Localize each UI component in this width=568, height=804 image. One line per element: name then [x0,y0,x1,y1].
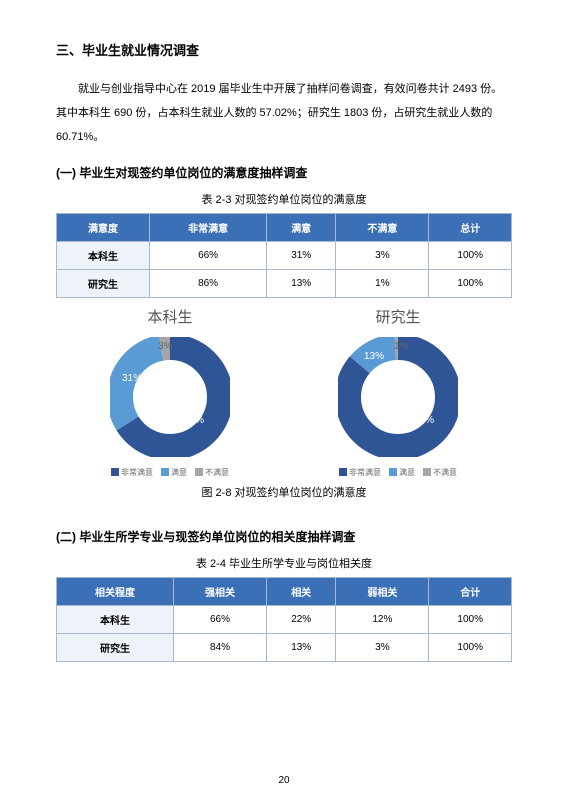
legend-item: 满意 [389,467,415,478]
chart-undergrad-title: 本科生 [70,306,270,327]
row-label: 本科生 [57,605,174,633]
legend-undergrad: 非常满意满意不满意 [70,467,270,478]
table-cell: 22% [267,605,336,633]
table-1-caption: 表 2-3 对现签约单位岗位的满意度 [56,191,512,207]
table-cell: 1% [336,269,429,297]
legend-swatch [339,468,347,476]
donut-slice-label: 86% [414,415,434,426]
table-header: 总计 [429,213,512,241]
legend-grad: 非常满意满意不满意 [298,467,498,478]
intro-paragraph: 就业与创业指导中心在 2019 届毕业生中开展了抽样问卷调查，有效问卷共计 24… [56,77,512,150]
legend-swatch [111,468,119,476]
table-header: 强相关 [173,577,266,605]
legend-item: 非常满意 [339,467,381,478]
table-cell: 3% [336,241,429,269]
table-cell: 86% [150,269,267,297]
chart-grad: 研究生 86% 13% 1% 非常满意满意不满意 [298,306,498,478]
subsection-2-heading: (二) 毕业生所学专业与现签约单位岗位的相关度抽样调查 [56,528,512,545]
table-header: 不满意 [336,213,429,241]
table-cell: 100% [429,605,512,633]
figure-caption: 图 2-8 对现签约单位岗位的满意度 [56,484,512,500]
donut-slice-label: 3% [158,341,172,352]
satisfaction-table: 满意度非常满意满意不满意总计 本科生66%31%3%100%研究生86%13%1… [56,213,512,298]
donut-slice-label: 66% [184,415,204,426]
legend-item: 非常满意 [111,467,153,478]
table-header: 满意 [267,213,336,241]
table-cell: 84% [173,633,266,661]
table-cell: 100% [429,633,512,661]
table-header: 相关程度 [57,577,174,605]
donut-undergrad: 66% 31% 3% [110,337,230,457]
donut-slice-label: 1% [394,341,408,352]
legend-item: 不满意 [423,467,457,478]
legend-swatch [389,468,397,476]
table-header: 弱相关 [336,577,429,605]
row-label: 研究生 [57,269,150,297]
table-row: 本科生66%31%3%100% [57,241,512,269]
table-cell: 66% [150,241,267,269]
row-label: 研究生 [57,633,174,661]
section-title: 三、毕业生就业情况调查 [56,40,512,59]
legend-item: 不满意 [195,467,229,478]
chart-grad-title: 研究生 [298,306,498,327]
table-cell: 100% [429,269,512,297]
table-header: 非常满意 [150,213,267,241]
donut-grad: 86% 13% 1% [338,337,458,457]
legend-swatch [161,468,169,476]
charts-row: 本科生 66%31%3% 非常满意满意不满意 研究生 86%13%1% 非常满意… [56,306,512,478]
table-2-caption: 表 2-4 毕业生所学专业与岗位相关度 [56,555,512,571]
donut-slice-label: 13% [364,351,384,362]
chart-undergrad: 本科生 66% 31% 3% 非常满意满意不满意 [70,306,270,478]
table-cell: 12% [336,605,429,633]
table-header: 合计 [429,577,512,605]
table-row: 研究生84%13%3%100% [57,633,512,661]
page-number: 20 [0,775,568,786]
table-cell: 66% [173,605,266,633]
table-cell: 13% [267,633,336,661]
donut-slice-label: 31% [122,373,142,384]
subsection-1-heading: (一) 毕业生对现签约单位岗位的满意度抽样调查 [56,164,512,181]
relevance-table: 相关程度强相关相关弱相关合计 本科生66%22%12%100%研究生84%13%… [56,577,512,662]
legend-swatch [195,468,203,476]
table-cell: 3% [336,633,429,661]
table-row: 研究生86%13%1%100% [57,269,512,297]
table-cell: 13% [267,269,336,297]
legend-swatch [423,468,431,476]
table-header: 相关 [267,577,336,605]
table-row: 本科生66%22%12%100% [57,605,512,633]
legend-item: 满意 [161,467,187,478]
row-label: 本科生 [57,241,150,269]
table-header: 满意度 [57,213,150,241]
table-cell: 100% [429,241,512,269]
table-cell: 31% [267,241,336,269]
